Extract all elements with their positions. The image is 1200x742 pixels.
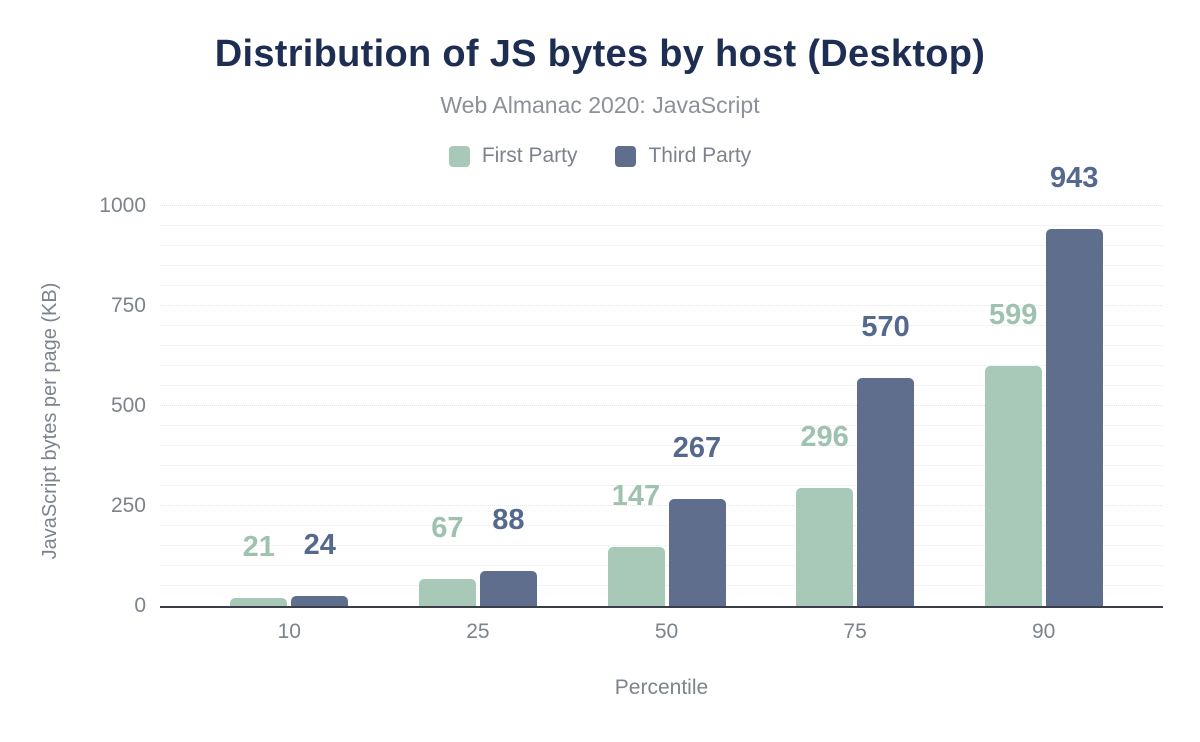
gridline-1000 [160, 205, 1163, 206]
chart-subtitle: Web Almanac 2020: JavaScript [440, 92, 760, 118]
y-tick-label-250: 250 [110, 494, 146, 517]
gridline-150 [160, 545, 1163, 546]
bar-first-party-p25 [418, 579, 476, 606]
y-tick-label-1000: 1000 [99, 194, 146, 217]
chart-title: Distribution of JS bytes by host (Deskto… [214, 33, 986, 75]
bar-third-party-p50 [668, 499, 726, 606]
legend-item-third-party: Third Party [615, 144, 751, 168]
x-tick-label-10: 10 [277, 620, 301, 643]
legend-item-first-party: First Party [448, 144, 578, 168]
gridline-200 [160, 525, 1163, 526]
y-tick-label-0: 0 [134, 594, 146, 617]
gridline-350 [160, 465, 1163, 466]
y-tick-label-750: 750 [110, 294, 146, 317]
third-party-swatch-icon [615, 145, 637, 167]
legend: First Party Third Party [0, 142, 1200, 170]
bar-first-party-p10 [230, 597, 288, 606]
y-axis-ticks: 0 250 500 750 1000 [58, 194, 146, 617]
gridline-500 [160, 405, 1163, 406]
gridline-950 [160, 225, 1163, 226]
bar-third-party-p75 [857, 378, 915, 606]
bar-third-party-p25 [479, 570, 537, 606]
gridline-400 [160, 445, 1163, 446]
bar-first-party-p50 [607, 547, 665, 606]
bar-first-party-p75 [796, 487, 854, 606]
bar-third-party-p10 [291, 596, 349, 606]
bar-value-first-party-p90: 599 [988, 299, 1038, 332]
plot-area: 21 24 67 88 147 267 296 570 599 943 [160, 163, 1163, 608]
bar-value-third-party-p50: 267 [672, 432, 722, 465]
first-party-swatch-icon [448, 145, 470, 167]
gridline-250 [160, 505, 1163, 506]
bar-value-third-party-p90: 943 [1049, 161, 1099, 194]
bar-value-third-party-p25: 88 [492, 503, 525, 536]
gridline-600 [160, 365, 1163, 366]
bar-value-first-party-p25: 67 [431, 512, 464, 545]
x-tick-label-25: 25 [466, 620, 490, 643]
x-tick-label-90: 90 [1032, 620, 1056, 643]
gridline-450 [160, 425, 1163, 426]
gridline-900 [160, 245, 1163, 246]
x-tick-label-50: 50 [654, 620, 679, 643]
gridline-750 [160, 305, 1163, 306]
bar-value-first-party-p50: 147 [611, 480, 661, 513]
x-axis-ticks: 10 25 50 75 90 [160, 620, 1163, 646]
gridline-300 [160, 485, 1163, 486]
legend-label-first-party: First Party [481, 144, 578, 167]
bar-value-first-party-p10: 21 [242, 530, 275, 563]
x-tick-label-75: 75 [843, 620, 867, 643]
bar-third-party-p90 [1045, 228, 1103, 606]
gridline-550 [160, 385, 1163, 386]
bar-first-party-p90 [984, 366, 1042, 606]
gridline-700 [160, 325, 1163, 326]
y-tick-label-500: 500 [110, 394, 146, 417]
bar-value-first-party-p75: 296 [800, 420, 849, 453]
gridline-850 [160, 265, 1163, 266]
bar-value-third-party-p75: 570 [861, 311, 910, 343]
bar-value-third-party-p10: 24 [303, 529, 336, 562]
gridline-650 [160, 345, 1163, 346]
x-axis-title: Percentile [614, 676, 709, 699]
gridline-800 [160, 285, 1163, 286]
legend-label-third-party: Third Party [648, 144, 752, 167]
